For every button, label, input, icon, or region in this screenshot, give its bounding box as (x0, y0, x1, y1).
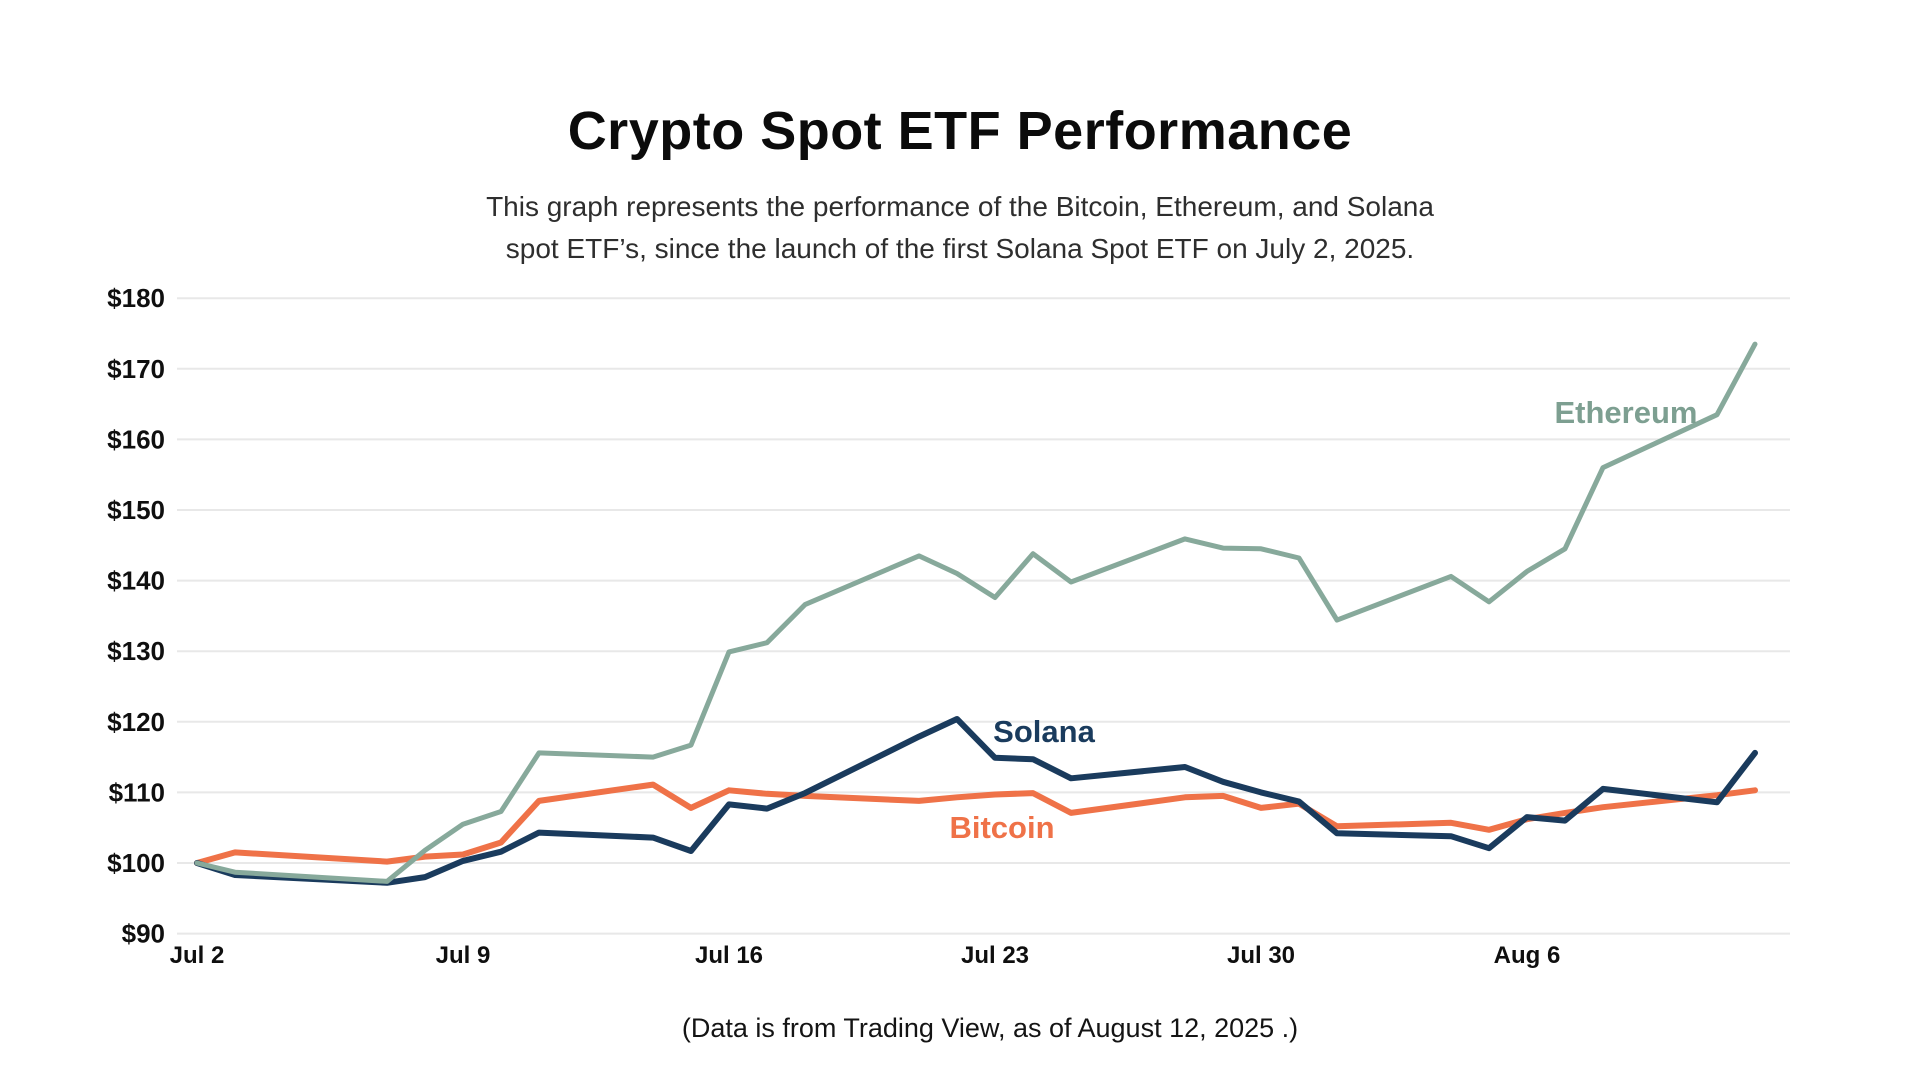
y-tick-label: $160 (107, 424, 165, 454)
gridlines-layer (177, 297, 1790, 935)
data-source-note: (Data is from Trading View, as of August… (681, 1013, 1299, 1043)
x-tick-label: Jul 2 (170, 942, 225, 969)
series-labels: Bitcoin Solana Ethereum (949, 395, 1697, 845)
y-tick-label: $120 (107, 707, 165, 737)
y-tick-label: $110 (109, 777, 165, 807)
solana-line (194, 716, 1758, 886)
y-tick-label: $150 (107, 495, 165, 525)
x-tick-label: Jul 9 (436, 942, 491, 969)
x-tick-label: Jul 30 (1227, 942, 1295, 969)
solana-label: Solana (993, 714, 1095, 749)
y-tick-label: $170 (107, 354, 165, 384)
x-axis-labels: Jul 2 Jul 9 Jul 16 Jul 23 Jul 30 Aug 6 (170, 942, 1561, 969)
x-tick-label: Jul 23 (961, 942, 1029, 969)
chart-subtitle: This graph represents the performance of… (0, 186, 1920, 270)
y-tick-label: $130 (107, 636, 165, 666)
subtitle-line-2: spot ETF’s, since the launch of the firs… (505, 233, 1415, 264)
y-tick-label: $140 (107, 566, 165, 596)
subtitle-line-1: This graph represents the performance of… (486, 191, 1434, 222)
x-tick-label: Aug 6 (1494, 942, 1561, 969)
y-tick-label: $180 (107, 283, 165, 313)
series-lines (194, 341, 1758, 886)
y-axis-labels: $90 $100 $110 $120 $130 $140 $150 $160 $170 $180 (107, 283, 165, 948)
x-tick-label: Jul 16 (695, 942, 763, 969)
bitcoin-label: Bitcoin (949, 810, 1054, 845)
y-tick-label: $100 (107, 848, 165, 878)
ethereum-label: Ethereum (1555, 395, 1698, 430)
y-tick-label: $90 (122, 919, 165, 949)
chart-title: Crypto Spot ETF Performance (567, 101, 1353, 161)
bitcoin-line (194, 781, 1758, 866)
ethereum-line (194, 341, 1758, 884)
